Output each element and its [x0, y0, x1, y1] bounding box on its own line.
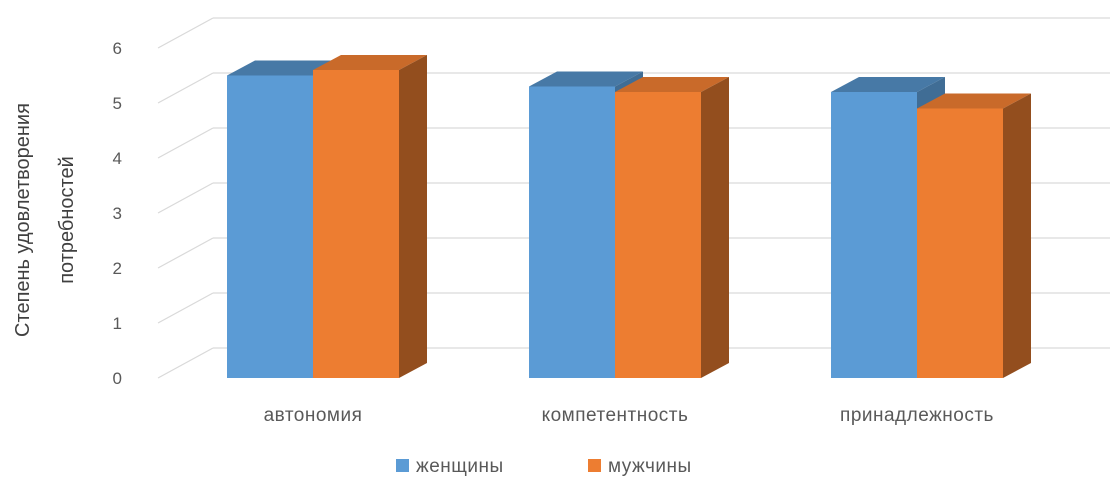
bar-side: [1003, 93, 1031, 378]
bar-side: [399, 55, 427, 378]
bar-front: [831, 92, 917, 378]
x-category-label: компетентность: [542, 405, 689, 426]
y-tick-label: 5: [113, 94, 122, 113]
y-tick-label: 2: [113, 259, 122, 278]
y-tick-label: 0: [113, 369, 122, 388]
bar-front: [227, 75, 313, 378]
y-axis-ticks: 0 1 2 3 4 5 6: [113, 39, 122, 388]
gridline-diagonal: [157, 17, 214, 49]
legend-swatch: [396, 459, 409, 472]
gridline-diagonal: [157, 347, 214, 379]
bar-1-2: [917, 93, 1031, 378]
y-axis-title-line-2: потребностей: [56, 156, 78, 284]
bar-top: [831, 77, 945, 92]
x-category-label: принадлежность: [840, 405, 994, 426]
bar-top: [529, 71, 643, 87]
bar-side: [701, 77, 729, 378]
legend-label: женщины: [416, 456, 504, 477]
gridline-diagonal: [157, 127, 214, 159]
gridline-diagonal: [157, 72, 214, 104]
bar-front: [615, 92, 701, 378]
y-tick-label: 3: [113, 204, 122, 223]
bar-top: [313, 55, 427, 70]
bar-top: [917, 93, 1031, 109]
y-tick-label: 6: [113, 39, 122, 58]
gridline-diagonal: [157, 182, 214, 214]
x-axis-categories: автономия компетентность принадлежность: [264, 405, 994, 426]
y-axis-title-line-1: Степень удовлетворения: [12, 103, 34, 337]
bars: [227, 55, 1031, 378]
x-category-label: автономия: [264, 405, 363, 426]
y-tick-label: 1: [113, 314, 122, 333]
bar-front: [917, 108, 1003, 378]
legend-label: мужчины: [608, 456, 692, 477]
bar-front: [529, 86, 615, 378]
gridline-diagonal: [157, 237, 214, 269]
legend-swatch: [588, 459, 601, 472]
bar-front: [313, 70, 399, 378]
bar-1-0: [313, 55, 427, 378]
gridline-diagonal: [157, 292, 214, 324]
bar-1-1: [615, 77, 729, 378]
legend: женщины мужчины: [396, 456, 692, 477]
y-tick-label: 4: [113, 149, 122, 168]
bar-top: [615, 77, 729, 92]
bar-top: [227, 60, 341, 76]
